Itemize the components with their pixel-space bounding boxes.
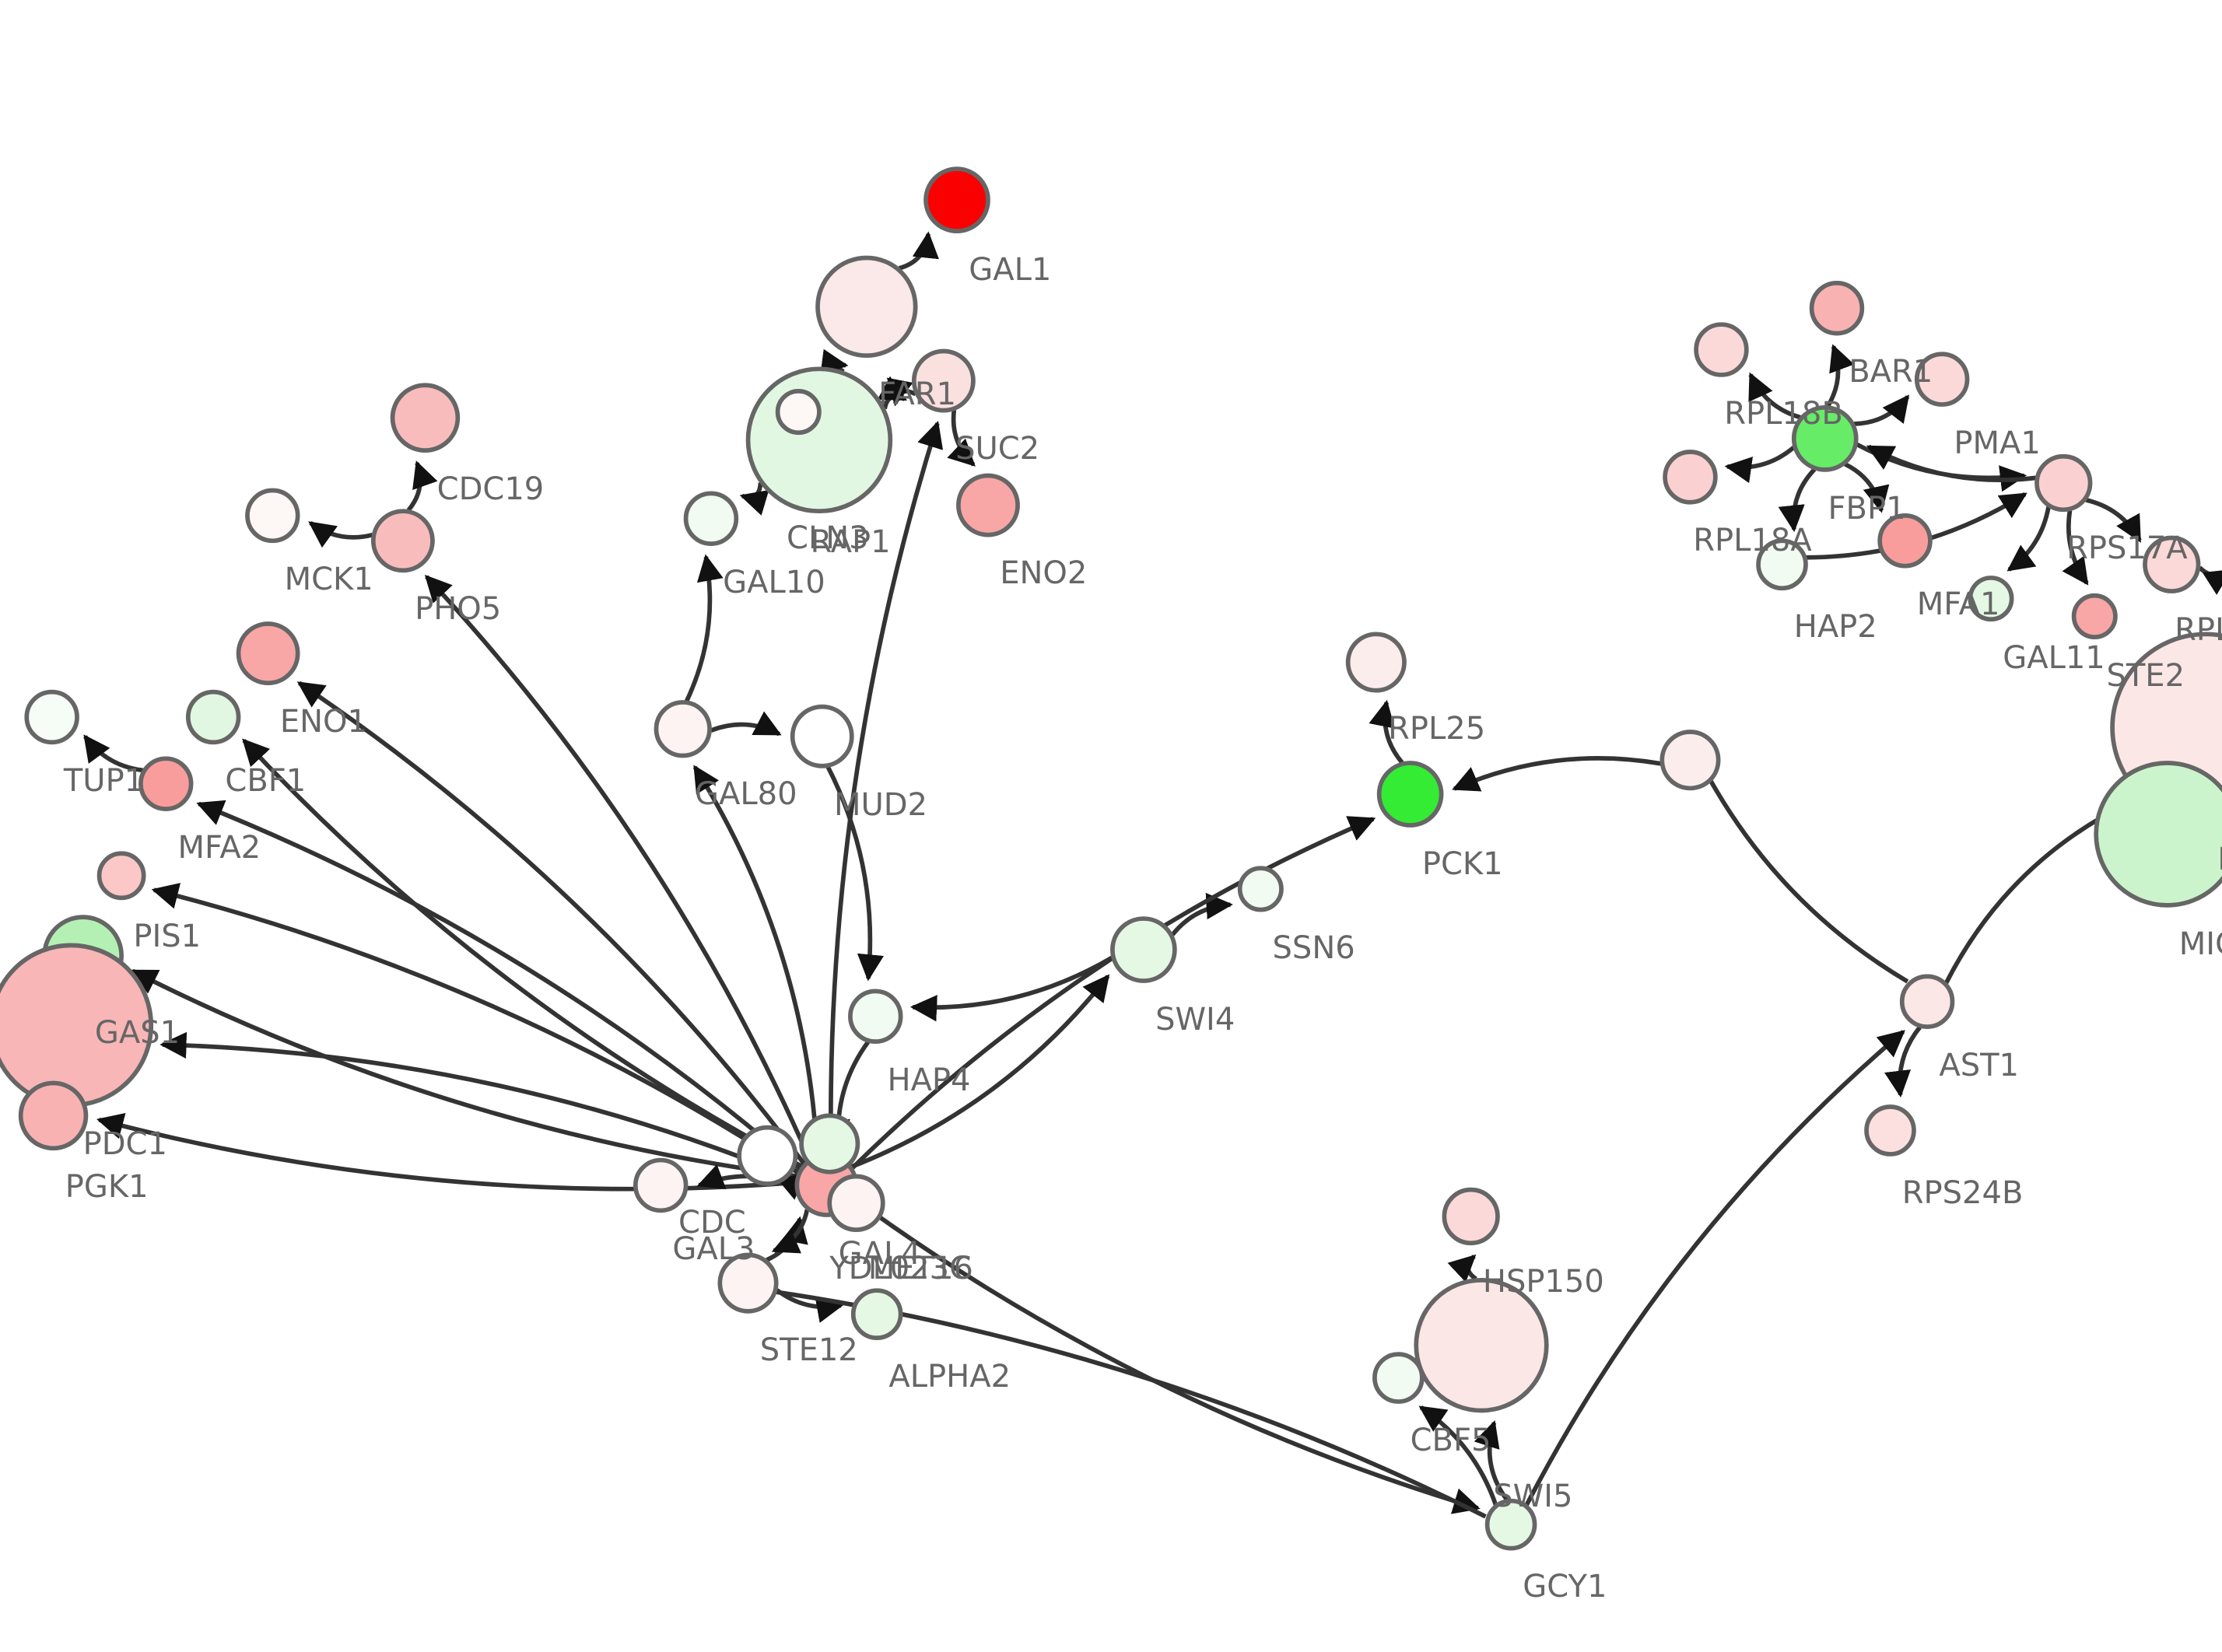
gene-node-gal80[interactable] <box>654 700 712 758</box>
gene-node-hap4[interactable] <box>848 989 903 1045</box>
gene-node-mig1[interactable] <box>2094 761 2222 908</box>
gene-node-hsp150[interactable] <box>1442 1187 1500 1246</box>
edge-cln3-to-suc2 <box>877 376 908 410</box>
edge-mud2-to-hap4 <box>825 765 884 982</box>
edge-pck1-to-rpl25 <box>1369 699 1404 765</box>
gene-node-gal1[interactable] <box>923 166 990 234</box>
edge-gal80-to-gal10 <box>684 554 724 702</box>
gene-node-cln3[interactable] <box>745 366 893 514</box>
edge-gal4-to-ste12 <box>771 1209 810 1254</box>
gene-node-gal3[interactable] <box>633 1157 689 1213</box>
gene-node-mfa1[interactable] <box>1877 513 1933 569</box>
edge-gal4-to-gas1 <box>130 968 797 1178</box>
edge-gal4-to-gal80 <box>692 765 820 1156</box>
gene-node-far1[interactable] <box>815 255 918 359</box>
gene-node-rpl18b[interactable] <box>1694 322 1749 377</box>
edge-cln3-to-gal10 <box>739 482 769 516</box>
edge-gal4-to-gcy1 <box>853 1197 1481 1514</box>
gene-node-pma1[interactable] <box>1914 352 1970 407</box>
gene-node-ste2[interactable] <box>2071 593 2118 639</box>
gene-node-pis1[interactable] <box>96 851 146 901</box>
gene-node-ast1[interactable] <box>1899 974 1955 1029</box>
gene-node-clb1[interactable] <box>799 1113 860 1174</box>
edge-fbp1-to-hap2 <box>1778 467 1817 533</box>
gene-node-rpl16a[interactable] <box>2143 535 2201 593</box>
gene-node-alpha2[interactable] <box>850 1288 903 1341</box>
gene-node-mfa2[interactable] <box>138 756 194 811</box>
edge-swi4-to-ssn6 <box>1170 892 1233 936</box>
gene-node-rps17a[interactable] <box>2034 453 2093 513</box>
edge-gal4-to-pck1 <box>850 816 1376 1170</box>
gene-node-pgk1[interactable] <box>18 1080 89 1151</box>
gene-node-gcy1[interactable] <box>1484 1498 1537 1551</box>
edge-fbp1-to-mfa1 <box>1844 462 1890 513</box>
edge-rps17a-to-rpl16a <box>2085 498 2142 543</box>
gene-node-suc2[interactable] <box>911 348 976 413</box>
edge-gal4-to-pdc1 <box>159 1031 797 1181</box>
edge-ast1-to-rps24b <box>1884 1025 1922 1098</box>
edge-mfa2-to-tup1 <box>83 734 144 773</box>
edge-fbp1-to-pma1 <box>1854 394 1910 426</box>
node-layer <box>0 166 2222 1551</box>
gene-node-ssn6[interactable] <box>1237 866 1284 912</box>
gene-node-ste12[interactable] <box>717 1252 779 1314</box>
gene-node-mck1[interactable] <box>245 488 300 544</box>
gene-node-pho5[interactable] <box>370 509 435 573</box>
gene-node-swi4[interactable] <box>1110 916 1177 983</box>
gene-node-pck1[interactable] <box>1376 761 1444 828</box>
edge-rps17a-to-ste2 <box>2062 509 2089 586</box>
edge-gal4-to-pis1 <box>151 883 800 1175</box>
edge-suc2-to-eno2 <box>947 409 976 467</box>
edge-gcy1-to-cbf5 <box>1418 1405 1498 1506</box>
edge-swi5-to-hsp150 <box>1447 1254 1477 1283</box>
edge-pho5-to-cdc19 <box>406 460 438 512</box>
gene-node-gal10[interactable] <box>683 491 739 546</box>
gene-node-eno1[interactable] <box>236 621 300 686</box>
gene-node-fbp1[interactable] <box>1791 404 1859 472</box>
edge-ast1_in-to-ast1 <box>1709 780 1909 984</box>
edge-gal4-to-pho5 <box>424 574 812 1160</box>
edge-gal4-to-suc2 <box>829 420 944 1155</box>
gene-node-bar1[interactable] <box>1809 280 1865 336</box>
edge-gal4-to-pgk1 <box>96 1112 796 1192</box>
edge-rpl16a-to-his4 <box>2198 565 2222 595</box>
gene-node-rpl25[interactable] <box>1345 632 1407 693</box>
edge-rps17a-to-fbp1 <box>1866 444 2037 483</box>
edge-fbp1-to-rpl18b <box>1748 372 1801 420</box>
edge-gal4-to-mfa2 <box>196 800 802 1171</box>
gene-node-rpl18a[interactable] <box>1663 450 1718 505</box>
edge-gal4-to-swi4 <box>850 974 1110 1169</box>
edge-far1-to-gal1 <box>898 231 939 271</box>
gene-node-ast1_in[interactable] <box>1659 730 1721 791</box>
gene-node-rps24b[interactable] <box>1864 1104 1916 1157</box>
edge-gal80-to-mud2 <box>710 711 782 737</box>
edge-layer <box>83 231 2222 1519</box>
gene-node-eno2[interactable] <box>956 473 1020 537</box>
gene-node-tup1[interactable] <box>24 689 79 745</box>
edge-gal4-to-eno1 <box>296 681 806 1166</box>
edge-ste12-to-gal4 <box>766 1216 808 1262</box>
edge-pho5-to-mck1 <box>308 520 373 548</box>
gene-node-swi5[interactable] <box>1414 1278 1549 1413</box>
gene-node-cdc[interactable] <box>737 1125 798 1186</box>
gene-node-rap1[interactable] <box>775 389 822 436</box>
gene-node-cdc19[interactable] <box>390 383 461 453</box>
gene-node-hap2[interactable] <box>1756 538 1808 591</box>
edge-swi4-to-hap4 <box>909 955 1113 1022</box>
edge-fbp1-to-bar1 <box>1826 344 1855 408</box>
gene-node-cbf1[interactable] <box>185 689 241 745</box>
gene-node-gal11[interactable] <box>1968 576 2014 622</box>
edge-gal4-to-cbf1 <box>242 738 803 1169</box>
gene-node-ydl023c[interactable] <box>827 1174 885 1232</box>
edge-ast1_in-to-pck1 <box>1452 756 1662 792</box>
edge-fbp1-to-rpl18a <box>1724 446 1796 484</box>
edge-gcy1-to-swi5 <box>1474 1420 1509 1501</box>
gene-node-cbf5[interactable] <box>1372 1352 1425 1404</box>
edge-rps17a-to-gal11 <box>2006 506 2051 572</box>
gene-node-mud2[interactable] <box>790 704 854 768</box>
gene-node-pdc1[interactable] <box>0 943 154 1108</box>
edge-gcy1-to-ast1 <box>1524 1030 1905 1507</box>
